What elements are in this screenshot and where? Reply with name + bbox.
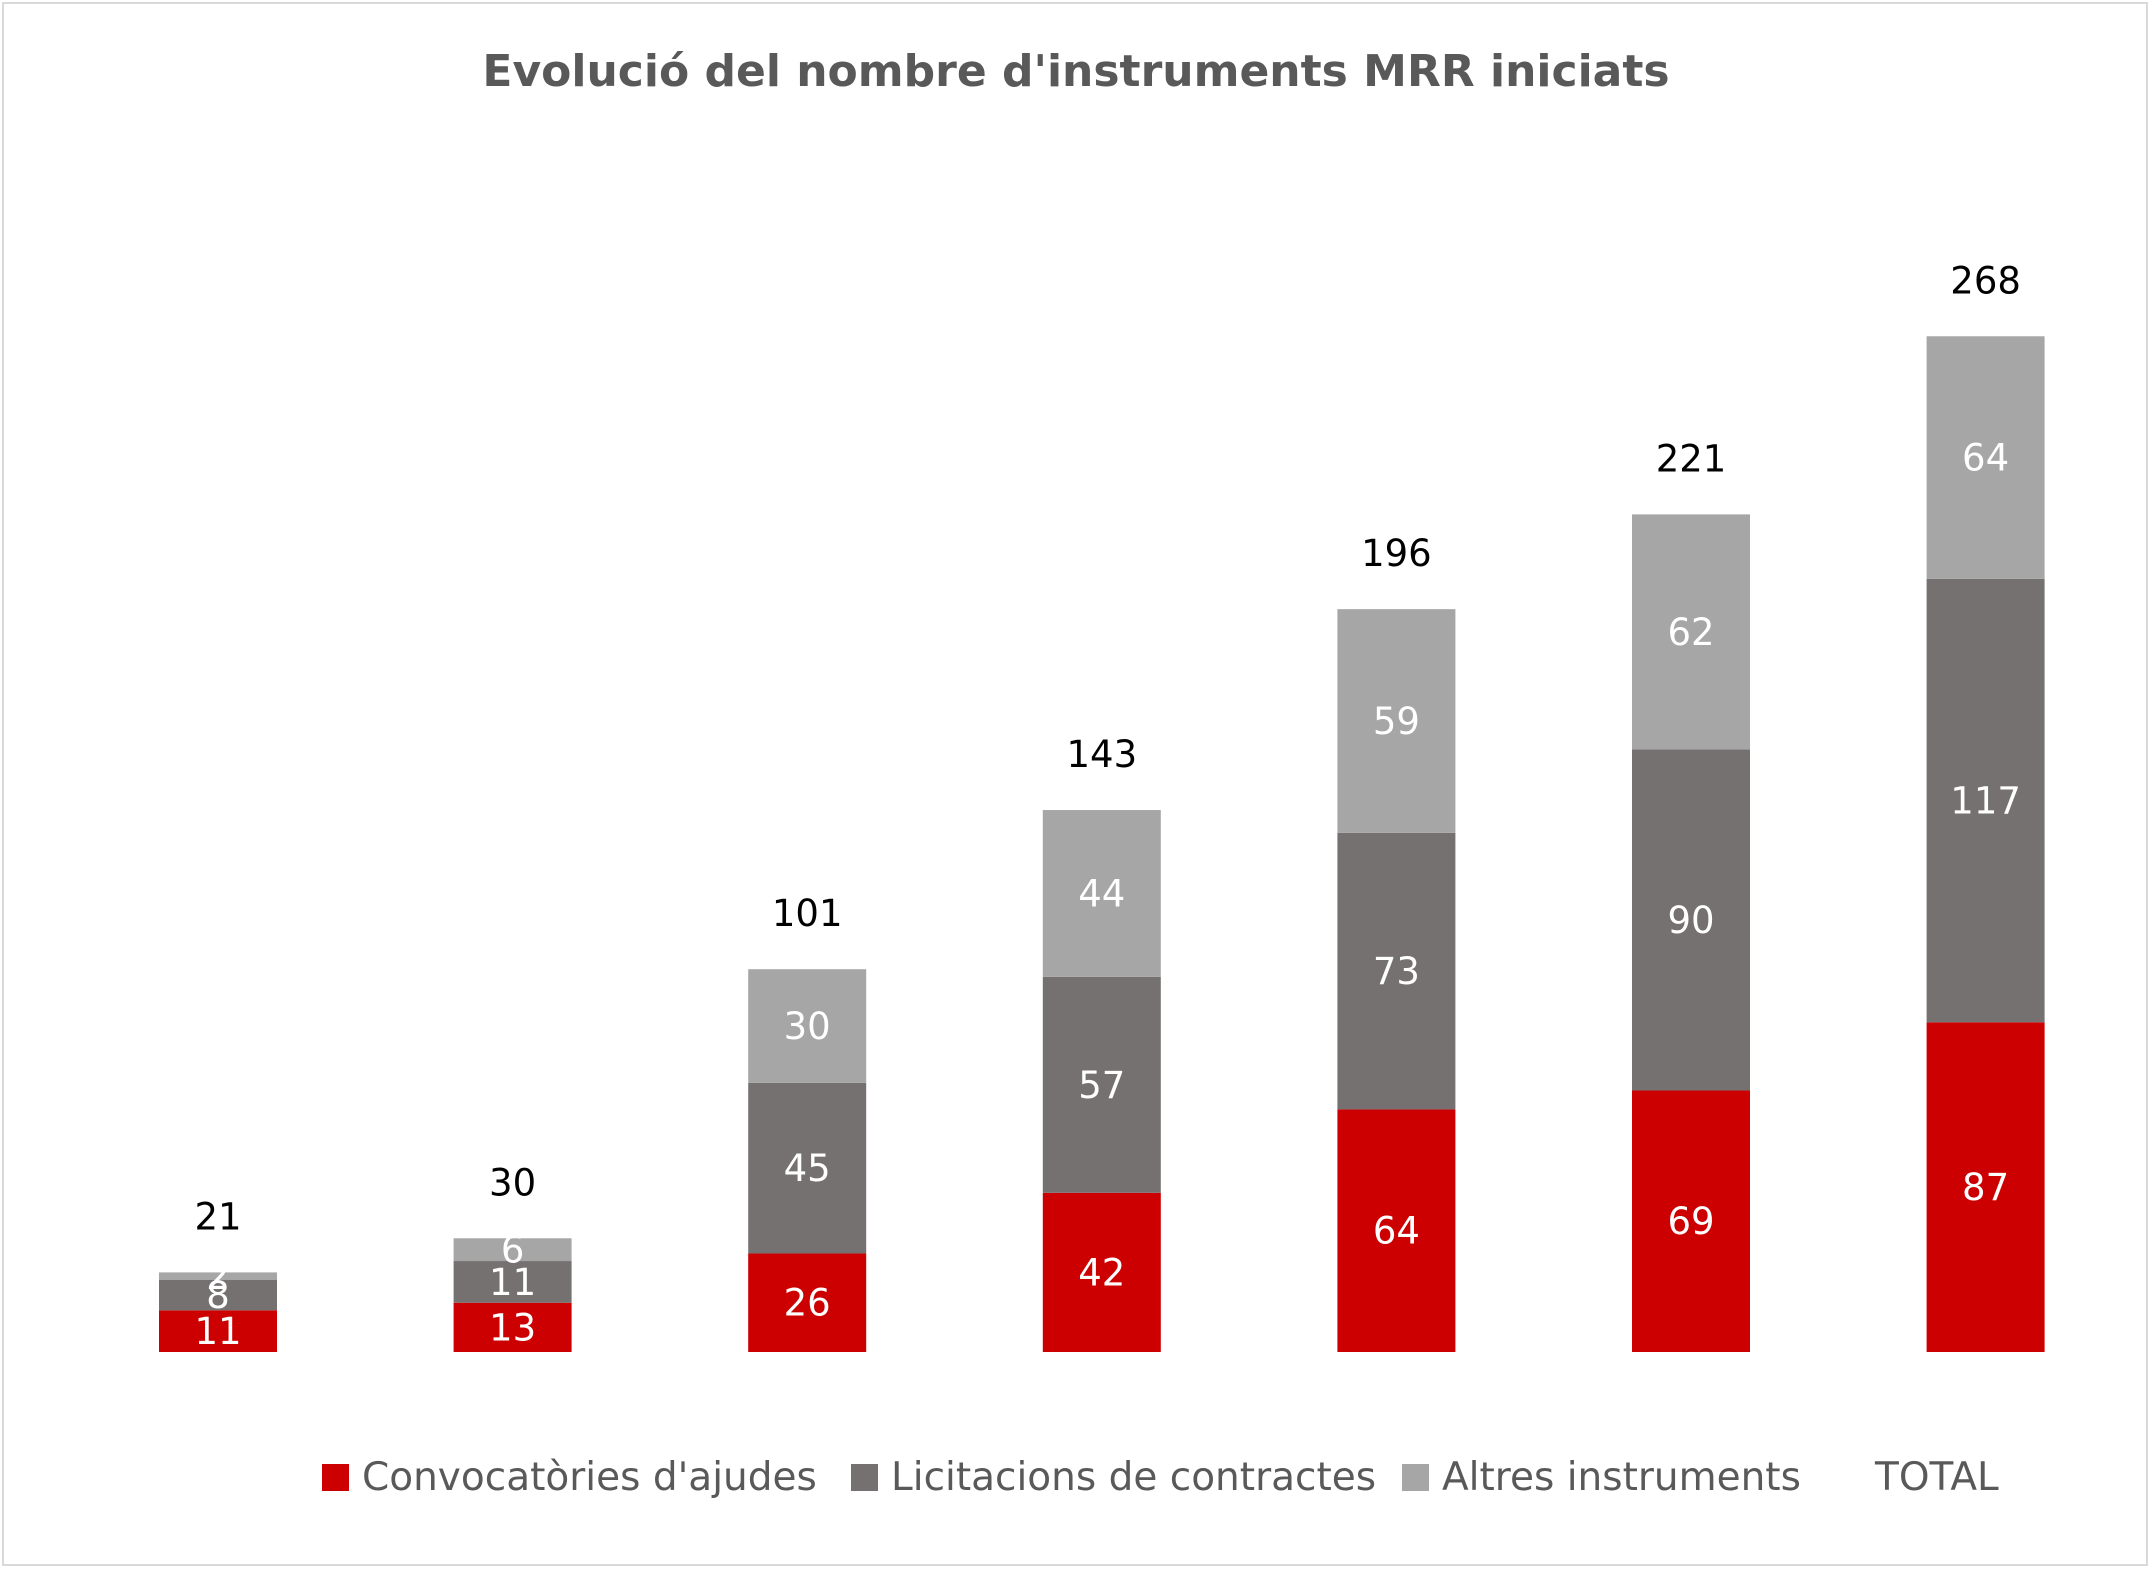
bar-segment-1-3 [748, 1253, 867, 1352]
bar-segment-3-2 [453, 1238, 572, 1262]
total-data-label-6: 221 [1656, 437, 1727, 480]
segment-data-label-3-5: 59 [1373, 700, 1420, 743]
segment-data-label-3-4: 44 [1078, 872, 1125, 915]
total-data-label-1: 21 [194, 1195, 241, 1238]
bar-segment-2-4 [1042, 976, 1161, 1193]
segment-data-label-1-5: 64 [1373, 1210, 1420, 1253]
segment-data-label-1-3: 26 [784, 1282, 831, 1325]
legend-label-total: TOTAL [1874, 1455, 1999, 1500]
total-data-label-4: 143 [1066, 733, 1137, 776]
bar-segment-3-7 [1926, 336, 2045, 579]
segment-data-label-1-6: 69 [1667, 1200, 1714, 1243]
total-data-label-5: 196 [1361, 532, 1432, 575]
chart-title: Evolució del nombre d'instruments MRR in… [482, 46, 1669, 97]
segment-data-label-3-1: 2 [206, 1255, 230, 1298]
total-data-label-2: 30 [489, 1161, 536, 1204]
segment-data-label-3-7: 64 [1962, 437, 2009, 480]
segment-data-label-2-6: 90 [1667, 899, 1714, 942]
segment-data-label-2-3: 45 [784, 1147, 831, 1190]
segment-data-label-2-4: 57 [1078, 1064, 1125, 1107]
segment-data-label-2-2: 11 [489, 1261, 536, 1304]
segment-data-label-1-7: 87 [1962, 1166, 2009, 1209]
segment-data-label-3-6: 62 [1667, 611, 1714, 654]
legend-label-1: Convocatòries d'ajudes [362, 1455, 817, 1500]
legend-label-3: Altres instruments [1442, 1455, 1801, 1500]
segment-data-label-2-5: 73 [1373, 950, 1420, 993]
segment-data-label-3-3: 30 [784, 1005, 831, 1048]
bar-segment-1-1 [159, 1310, 277, 1352]
segment-data-label-1-1: 11 [194, 1310, 241, 1353]
bar-segment-3-4 [1042, 810, 1161, 977]
bar-segment-2-5 [1337, 832, 1456, 1110]
bar-segment-2-7 [1926, 578, 2045, 1023]
bar-segment-3-5 [1337, 609, 1456, 833]
bar-segment-3-3 [748, 969, 867, 1083]
bars-layer [159, 336, 2045, 1352]
segment-data-label-1-2: 13 [489, 1306, 536, 1349]
legend: Convocatòries d'ajudes Licitacions de con… [322, 1455, 1999, 1500]
labels-layer: 1182211311630264530101425744143647359196… [194, 259, 2020, 1353]
bar-segment-3-6 [1632, 514, 1750, 750]
segment-data-label-2-1: 8 [206, 1274, 230, 1317]
bar-segment-2-6 [1632, 749, 1750, 1091]
bar-segment-1-5 [1337, 1109, 1456, 1352]
bar-segment-3-1 [159, 1272, 277, 1280]
legend-swatch-1 [322, 1464, 349, 1491]
segment-data-label-1-4: 42 [1078, 1251, 1125, 1294]
bar-segment-2-2 [453, 1261, 572, 1303]
total-data-label-3: 101 [772, 892, 843, 935]
bar-segment-1-2 [453, 1302, 572, 1352]
bar-segment-1-4 [1042, 1192, 1161, 1352]
total-data-label-7: 268 [1950, 259, 2021, 302]
bar-segment-2-1 [159, 1279, 277, 1311]
legend-swatch-3 [1402, 1464, 1429, 1491]
segment-data-label-3-2: 6 [501, 1229, 525, 1272]
legend-swatch-2 [851, 1464, 878, 1491]
bar-segment-1-6 [1632, 1090, 1750, 1352]
segment-data-label-2-7: 117 [1950, 780, 2021, 823]
bar-segment-2-3 [748, 1082, 867, 1254]
legend-label-2: Licitacions de contractes [891, 1455, 1376, 1500]
bar-segment-1-7 [1926, 1022, 2045, 1352]
